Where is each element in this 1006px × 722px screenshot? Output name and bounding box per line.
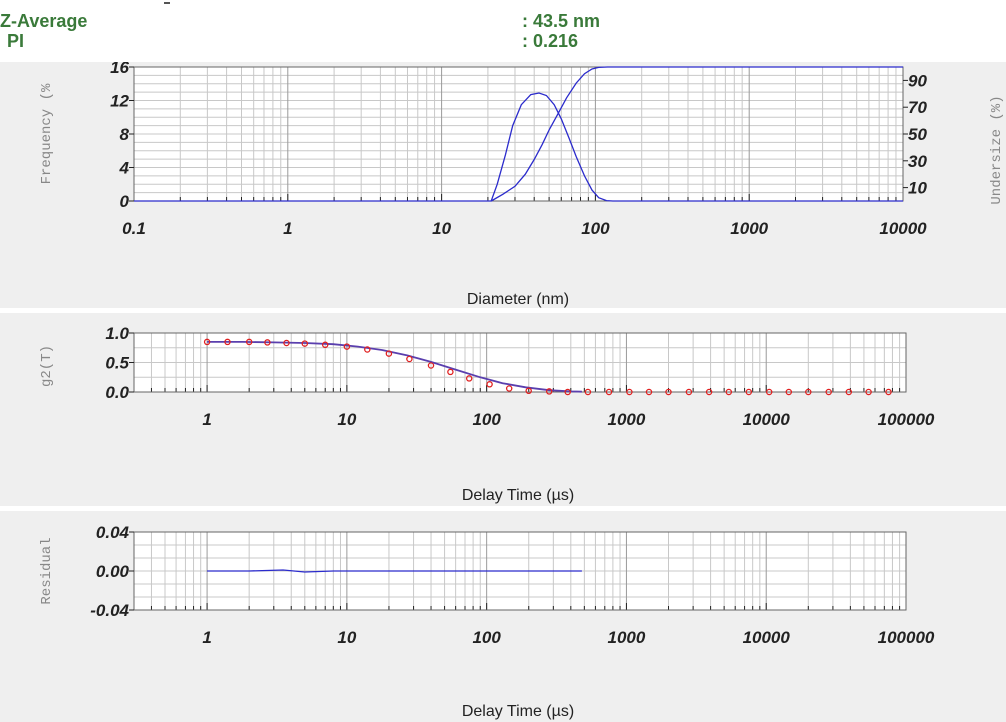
correlation-data-point bbox=[665, 388, 672, 396]
correlation-data-point bbox=[406, 355, 413, 363]
correlation-chart: 0.0 0.5 1.0 1 10 100 1000 10000 100000 Delay Time… bbox=[39, 324, 935, 504]
correlation-data-point bbox=[224, 338, 231, 346]
res-xtick-label: 1000 bbox=[608, 628, 646, 647]
correlation-data-point bbox=[385, 350, 393, 357]
size-left-ytick-label: 8 bbox=[120, 125, 130, 144]
correlation-data-point bbox=[283, 339, 290, 347]
size-xtick-label: 0.1 bbox=[122, 219, 146, 238]
correlation-data-point bbox=[825, 388, 832, 396]
correlation-data-point bbox=[364, 346, 371, 353]
z-average-label: Z-Average bbox=[0, 11, 88, 31]
corr-xtick-label: 10 bbox=[337, 410, 356, 429]
corr-ytick-label: 0.0 bbox=[105, 383, 129, 402]
size-left-ytick-label: 12 bbox=[110, 92, 129, 111]
header-dash bbox=[164, 2, 170, 4]
correlation-panel: 0.0 0.5 1.0 1 10 100 1000 10000 100000 Delay Time… bbox=[0, 313, 1006, 506]
corr-y-axis-title: g2(T) bbox=[39, 345, 55, 387]
z-average-value: : 43.5 nm bbox=[522, 11, 601, 31]
size-right-ytick-label: 30 bbox=[908, 152, 927, 171]
res-ytick-label: -0.04 bbox=[90, 601, 129, 620]
pi-label: PI bbox=[7, 31, 25, 51]
correlation-data-point bbox=[465, 375, 473, 382]
res-xtick-label: 100 bbox=[472, 628, 501, 647]
size-right-ytick-label: 50 bbox=[908, 125, 927, 144]
residual-chart: -0.04 0.00 0.04 1 10 100 1000 10000 100000 Delay … bbox=[39, 523, 935, 720]
size-distribution-chart: 0 4 8 12 16 10 30 50 70 90 0.1 1 10 100 1000 10000 Diame… bbox=[39, 62, 1005, 308]
res-x-axis-title: Delay Time (µs) bbox=[462, 703, 574, 720]
size-distribution-panel: 0 4 8 12 16 10 30 50 70 90 0.1 1 10 100 1000 10000 Diame… bbox=[0, 62, 1006, 308]
undersize-line bbox=[490, 66, 903, 202]
corr-xtick-label: 10000 bbox=[743, 410, 791, 429]
correlation-data-point bbox=[725, 388, 733, 396]
res-xtick-label: 1 bbox=[202, 628, 211, 647]
corr-x-axis-title: Delay Time (µs) bbox=[462, 487, 574, 504]
correlation-data-point bbox=[525, 387, 532, 395]
correlation-data-point bbox=[705, 388, 713, 396]
corr-xtick-label: 1 bbox=[202, 410, 211, 429]
correlation-data-point bbox=[545, 388, 553, 395]
correlation-data-point bbox=[745, 388, 753, 396]
corr-xtick-label: 100000 bbox=[878, 410, 935, 429]
correlation-data-point bbox=[765, 388, 773, 396]
correlation-data-point bbox=[343, 343, 351, 350]
correlation-data-point bbox=[885, 388, 892, 396]
res-xtick-label: 100000 bbox=[878, 628, 935, 647]
res-ytick-label: 0.04 bbox=[96, 523, 130, 542]
correlation-data-point bbox=[447, 368, 454, 376]
summary-header: Z-Average : 43.5 nm PI : 0.216 bbox=[0, 0, 1006, 62]
size-right-ytick-label: 70 bbox=[908, 98, 927, 117]
pi-value: : 0.216 bbox=[522, 31, 579, 51]
correlation-data-point bbox=[805, 388, 812, 396]
size-xtick-label: 1 bbox=[283, 219, 292, 238]
res-xtick-label: 10 bbox=[337, 628, 356, 647]
size-right-ytick-label: 90 bbox=[908, 71, 927, 90]
correlation-data-point bbox=[264, 339, 271, 346]
correlation-data-point bbox=[785, 388, 793, 396]
frequency-line bbox=[134, 92, 903, 202]
correlation-data-point bbox=[605, 388, 613, 396]
res-xtick-label: 10000 bbox=[743, 628, 791, 647]
size-left-ytick-label: 16 bbox=[110, 62, 129, 77]
correlation-data-point bbox=[505, 385, 513, 392]
correlation-data-point bbox=[321, 341, 329, 349]
correlation-data-point bbox=[301, 340, 309, 347]
correlation-data-point bbox=[645, 388, 653, 396]
correlation-data-point bbox=[245, 338, 253, 346]
correlation-data-point bbox=[685, 388, 693, 396]
corr-ytick-label: 1.0 bbox=[105, 324, 129, 343]
size-y-axis-title-right: Undersize (%) bbox=[989, 95, 1005, 204]
size-left-ytick-label: 4 bbox=[119, 159, 130, 178]
corr-ytick-label: 0.5 bbox=[105, 354, 129, 373]
res-ytick-label: 0.00 bbox=[96, 562, 130, 581]
size-x-axis-title: Diameter (nm) bbox=[467, 291, 569, 308]
corr-xtick-label: 1000 bbox=[608, 410, 646, 429]
size-y-axis-title-left: Frequency (% bbox=[39, 83, 55, 184]
res-y-axis-title: Residual bbox=[39, 537, 55, 604]
correlation-data-point bbox=[203, 338, 211, 346]
size-xtick-label: 100 bbox=[581, 219, 610, 238]
correlation-data-point bbox=[865, 388, 872, 396]
correlation-data-point bbox=[427, 362, 435, 369]
correlation-data-point bbox=[584, 388, 592, 396]
corr-xtick-label: 100 bbox=[472, 410, 501, 429]
residual-panel: -0.04 0.00 0.04 1 10 100 1000 10000 100000 Delay … bbox=[0, 511, 1006, 722]
correlation-data-point bbox=[845, 388, 853, 396]
size-xtick-label: 1000 bbox=[730, 219, 768, 238]
correlation-data-point bbox=[486, 381, 493, 388]
size-xtick-label: 10 bbox=[432, 219, 451, 238]
correlation-data-point bbox=[564, 388, 571, 396]
size-left-ytick-label: 0 bbox=[120, 192, 130, 211]
residual-line bbox=[207, 569, 582, 573]
size-right-ytick-label: 10 bbox=[908, 179, 927, 198]
correlation-data-point bbox=[626, 388, 633, 396]
size-xtick-label: 10000 bbox=[879, 219, 927, 238]
